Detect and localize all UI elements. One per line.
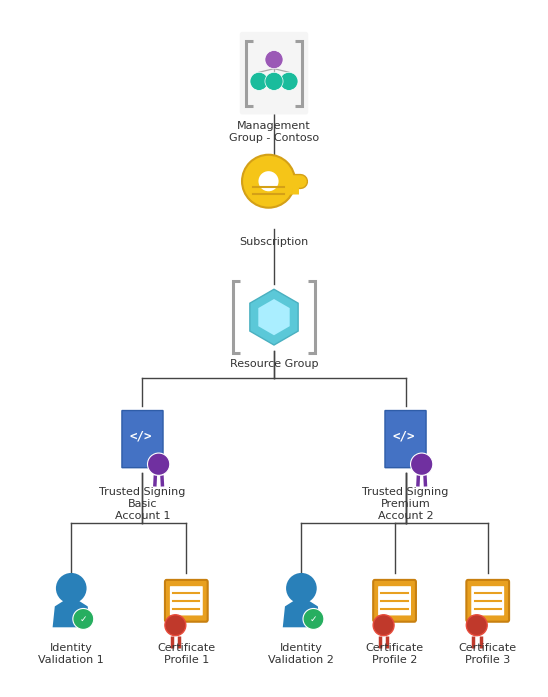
Text: </>: </> — [129, 429, 152, 442]
Text: Subscription: Subscription — [239, 237, 309, 247]
Ellipse shape — [410, 453, 433, 475]
Ellipse shape — [250, 72, 268, 91]
Ellipse shape — [56, 573, 87, 604]
Polygon shape — [122, 411, 163, 468]
Ellipse shape — [242, 155, 295, 208]
FancyBboxPatch shape — [170, 586, 203, 615]
Polygon shape — [283, 599, 320, 627]
Text: Certificate
Profile 1: Certificate Profile 1 — [157, 643, 215, 665]
Ellipse shape — [286, 573, 317, 604]
Text: Identity
Validation 2: Identity Validation 2 — [269, 643, 334, 665]
Ellipse shape — [303, 608, 324, 629]
Ellipse shape — [259, 171, 278, 191]
Polygon shape — [250, 289, 298, 345]
Polygon shape — [152, 454, 163, 468]
FancyBboxPatch shape — [378, 586, 411, 615]
Ellipse shape — [265, 72, 283, 91]
Text: ✓: ✓ — [79, 615, 87, 623]
Text: ✓: ✓ — [310, 615, 317, 623]
Text: Identity
Validation 1: Identity Validation 1 — [38, 643, 104, 665]
Polygon shape — [385, 411, 426, 468]
Polygon shape — [53, 599, 90, 627]
FancyBboxPatch shape — [165, 580, 208, 622]
Text: Trusted Signing
Basic
Account 1: Trusted Signing Basic Account 1 — [99, 487, 186, 521]
Ellipse shape — [265, 51, 283, 69]
Text: Certificate
Profile 3: Certificate Profile 3 — [459, 643, 517, 665]
FancyBboxPatch shape — [471, 586, 504, 615]
FancyBboxPatch shape — [466, 580, 509, 622]
Text: Trusted Signing
Premium
Account 2: Trusted Signing Premium Account 2 — [362, 487, 449, 521]
Text: Certificate
Profile 2: Certificate Profile 2 — [366, 643, 424, 665]
Ellipse shape — [147, 453, 170, 475]
Text: </>: </> — [392, 429, 415, 442]
Ellipse shape — [280, 72, 298, 91]
Ellipse shape — [466, 615, 487, 636]
Ellipse shape — [373, 615, 394, 636]
Polygon shape — [415, 454, 426, 468]
FancyBboxPatch shape — [240, 32, 308, 114]
Text: Management
Group - Contoso: Management Group - Contoso — [229, 121, 319, 143]
FancyBboxPatch shape — [373, 580, 416, 622]
Polygon shape — [258, 299, 290, 335]
Ellipse shape — [73, 608, 94, 629]
Ellipse shape — [165, 615, 186, 636]
Text: Resource Group: Resource Group — [230, 359, 318, 369]
